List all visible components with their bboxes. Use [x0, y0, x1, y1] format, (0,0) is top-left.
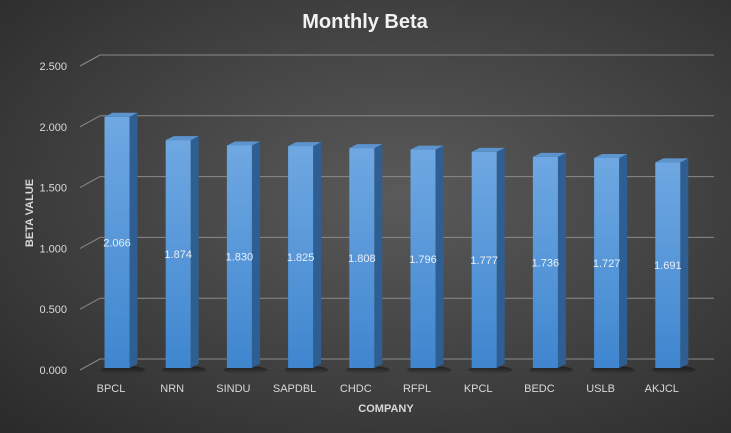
bar-chdc	[349, 148, 375, 368]
data-label: 1.825	[287, 252, 315, 264]
chart-title: Monthly Beta	[302, 11, 428, 33]
x-axis-ticks: BPCL NRN SINDU SAPDBL CHDC RFPL KPCL BEDC USLB AK…	[97, 383, 679, 395]
data-label: 2.066	[103, 237, 131, 249]
data-label: 1.874	[164, 249, 192, 261]
bar-side	[251, 141, 260, 368]
bar-side	[190, 136, 199, 368]
data-label: 1.691	[654, 260, 682, 272]
bar-top	[410, 145, 444, 150]
bar-top	[594, 153, 628, 158]
bar-side	[496, 147, 505, 368]
y-tick-label: 0.000	[39, 365, 67, 377]
data-label: 1.830	[226, 252, 254, 264]
bar-side	[313, 142, 322, 368]
gridline-side	[79, 54, 101, 67]
y-tick-label: 2.500	[39, 61, 67, 73]
x-tick-label: RFPL	[403, 383, 431, 395]
bar-uslb	[594, 157, 620, 368]
bar-nrn	[165, 140, 191, 368]
x-tick-label: AKJCL	[645, 383, 679, 395]
gridline-side	[79, 358, 101, 371]
x-tick-label: BPCL	[97, 383, 126, 395]
data-label: 1.736	[532, 257, 560, 269]
bar-top	[349, 144, 383, 149]
bar-side	[557, 152, 566, 368]
bar-top	[165, 136, 199, 141]
x-axis-title: COMPANY	[358, 403, 414, 415]
bars: 2.066 1.874 1.830 1.825 1.808 1.796 1.777 1.736…	[101, 112, 696, 374]
bar-top	[471, 147, 505, 152]
bar-top	[104, 112, 138, 117]
y-tick-label: 1.500	[39, 183, 67, 195]
gridline-side	[79, 115, 101, 128]
gridline-side	[79, 297, 101, 310]
y-tick-label: 1.000	[39, 243, 67, 255]
x-tick-label: KPCL	[464, 383, 493, 395]
gridline-side	[79, 176, 101, 189]
bar-rfpl	[410, 149, 436, 368]
x-tick-label: CHDC	[340, 383, 372, 395]
bar-top	[288, 142, 322, 147]
bar-side	[129, 112, 138, 368]
bar-sindu	[226, 145, 252, 368]
bar-top	[655, 158, 689, 163]
bar-bedc	[532, 156, 558, 368]
x-tick-label: NRN	[160, 383, 184, 395]
bar-side	[374, 144, 383, 368]
bar-top	[226, 141, 260, 146]
bar-kpcl	[471, 151, 497, 368]
data-label: 1.777	[470, 255, 498, 267]
y-axis-ticks: 0.000 0.500 1.000 1.500 2.000 2.500	[39, 61, 67, 377]
bar-sapdbl	[288, 146, 314, 368]
x-tick-label: USLB	[586, 383, 615, 395]
x-tick-label: BEDC	[524, 383, 555, 395]
y-tick-label: 0.500	[39, 304, 67, 316]
y-axis-title: BETA VALUE	[24, 179, 36, 247]
gridline-side	[79, 236, 101, 249]
bar-side	[435, 145, 444, 368]
bar-bpcl	[104, 116, 130, 368]
bar-side	[619, 153, 628, 368]
data-label: 1.808	[348, 253, 376, 265]
data-label: 1.727	[593, 258, 621, 270]
bar-side	[680, 158, 689, 368]
data-label: 1.796	[409, 254, 437, 266]
x-tick-label: SINDU	[216, 383, 250, 395]
bar-top	[532, 152, 566, 157]
x-tick-label: SAPDBL	[273, 383, 316, 395]
bar-akjcl	[655, 162, 681, 368]
y-tick-label: 2.000	[39, 122, 67, 134]
